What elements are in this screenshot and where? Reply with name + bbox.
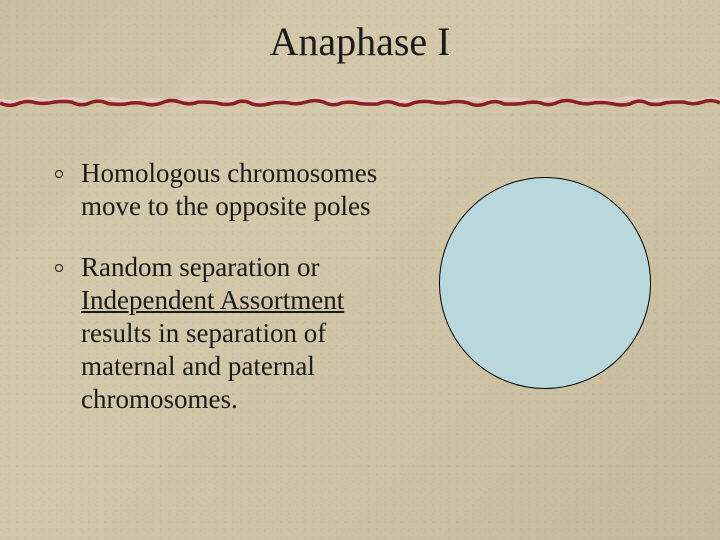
- cell-diagram: [439, 177, 651, 389]
- content-area: Homologous chromosomes move to the oppos…: [0, 127, 720, 416]
- bullet-text: Random separation or Independent Assortm…: [81, 251, 391, 416]
- bullet-list: Homologous chromosomes move to the oppos…: [55, 157, 410, 416]
- list-item: Random separation or Independent Assortm…: [55, 251, 410, 416]
- page-title: Anaphase I: [0, 0, 720, 65]
- bullet-marker-icon: [55, 170, 63, 178]
- decorative-divider: [0, 95, 720, 114]
- diagram-area: [410, 157, 680, 416]
- bullet-marker-icon: [55, 264, 63, 272]
- list-item: Homologous chromosomes move to the oppos…: [55, 157, 410, 223]
- bullet-text: Homologous chromosomes move to the oppos…: [81, 157, 391, 223]
